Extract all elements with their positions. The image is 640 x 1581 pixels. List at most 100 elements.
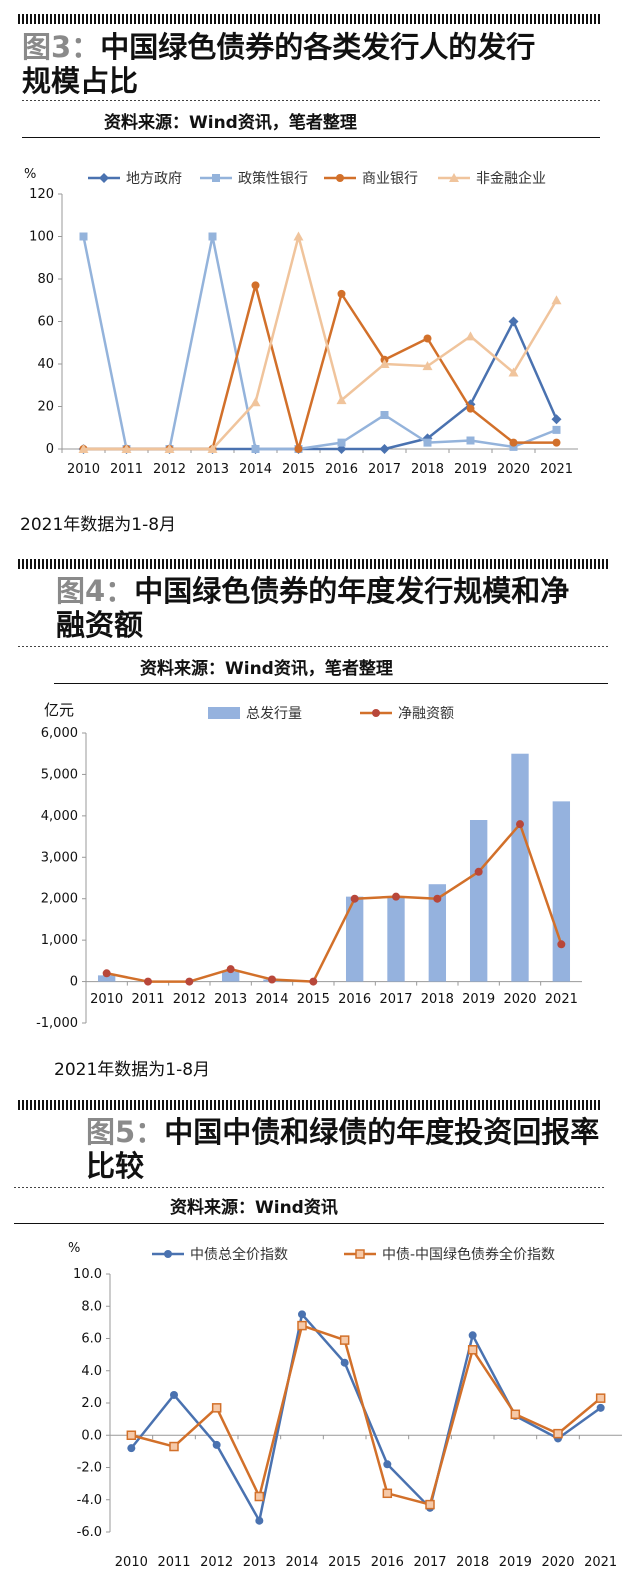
y-tick-label: 20 bbox=[37, 400, 54, 415]
data-point bbox=[170, 1390, 178, 1399]
data-point bbox=[380, 411, 389, 419]
data-point bbox=[78, 444, 89, 453]
data-point bbox=[510, 1409, 521, 1420]
x-tick-label: 2021 bbox=[584, 1555, 617, 1570]
y-tick-label: 8.0 bbox=[81, 1299, 102, 1314]
y-tick-label: 0 bbox=[70, 975, 78, 990]
legend-label: 非金融企业 bbox=[476, 170, 546, 187]
y-tick-label: 6,000 bbox=[41, 726, 78, 741]
source-text: 资料来源：Wind资讯，笔者整理 bbox=[140, 659, 393, 679]
x-tick-label: 2020 bbox=[497, 462, 530, 477]
data-point bbox=[208, 232, 217, 241]
x-tick-label: 2016 bbox=[338, 992, 371, 1007]
legend-label: 中债总全价指数 bbox=[190, 1246, 288, 1263]
data-point bbox=[185, 977, 194, 986]
chart-annual-issuance: -1,000 0 1,000 2,000 3,000 4,000 5,000 6,000 亿元 2… bbox=[36, 701, 582, 1031]
data-point bbox=[466, 436, 475, 445]
legend-label: 政策性银行 bbox=[238, 170, 308, 187]
x-tick-label: 2010 bbox=[67, 462, 100, 477]
x-tick-label: 2021 bbox=[545, 992, 578, 1007]
data-point bbox=[425, 1499, 435, 1510]
legend-label: 地方政府 bbox=[126, 171, 182, 187]
data-point bbox=[468, 1331, 477, 1340]
data-point bbox=[254, 1491, 265, 1502]
bar bbox=[221, 971, 240, 982]
x-tick-label: 2012 bbox=[200, 1555, 233, 1570]
data-point bbox=[551, 295, 562, 305]
legend-marker bbox=[372, 709, 380, 717]
x-tick-label: 2013 bbox=[196, 462, 229, 477]
data-point bbox=[212, 1440, 221, 1449]
data-point bbox=[251, 445, 260, 453]
y-tick-label: 5,000 bbox=[41, 767, 78, 782]
data-point bbox=[596, 1403, 605, 1412]
data-point bbox=[211, 1403, 222, 1413]
bar bbox=[469, 820, 488, 982]
y-tick-label: 10.0 bbox=[73, 1267, 102, 1282]
y-axis-unit: 亿元 bbox=[44, 701, 74, 719]
chart-annual-return: -6.0 -4.0 -2.0 0.0 2.0 4.0 6.0 8.0 10.0% 2010 2011… bbox=[68, 1241, 622, 1570]
y-tick-label: 60 bbox=[37, 315, 54, 330]
data-point bbox=[466, 404, 475, 413]
legend-label: 中债-中国绿色债券全价指数 bbox=[382, 1246, 555, 1263]
data-point bbox=[557, 940, 566, 949]
data-point bbox=[340, 1358, 349, 1367]
source-underline bbox=[22, 137, 600, 138]
legend-marker bbox=[355, 1249, 365, 1259]
data-point bbox=[350, 894, 359, 903]
data-point bbox=[255, 1516, 264, 1525]
figure-title: 图4：中国绿色债券的年度发行规模和净融资额 bbox=[56, 574, 586, 642]
data-point bbox=[423, 334, 432, 343]
source-text: 资料来源：Wind资讯 bbox=[170, 1198, 338, 1218]
x-tick-label: 2015 bbox=[282, 462, 315, 477]
x-tick-label: 2011 bbox=[157, 1555, 190, 1570]
y-tick-label: 6.0 bbox=[81, 1332, 102, 1347]
data-point bbox=[268, 975, 276, 984]
data-point bbox=[298, 1310, 306, 1319]
x-tick-label: 2012 bbox=[173, 992, 206, 1007]
x-tick-label: 2011 bbox=[110, 462, 143, 477]
data-note: 2021年数据为1-8月 bbox=[54, 1060, 211, 1080]
x-tick-label: 2020 bbox=[503, 992, 536, 1007]
figure-number: 图3： bbox=[22, 30, 101, 64]
y-tick-label: 0 bbox=[46, 442, 54, 457]
y-tick-label: -4.0 bbox=[77, 1493, 102, 1508]
chart-issuer-share: 0 20 40 60 80 100 120% 2010 2011 2012 2013 2014 2015… bbox=[24, 167, 578, 477]
x-tick-label: 2017 bbox=[413, 1555, 446, 1570]
data-point bbox=[552, 425, 561, 434]
data-point bbox=[127, 1444, 136, 1453]
data-point bbox=[508, 316, 519, 327]
figure-number: 图4： bbox=[56, 574, 135, 608]
data-point bbox=[465, 331, 476, 341]
data-point bbox=[474, 867, 483, 876]
figure-title-text: 中国中债和绿债的年度投资回报率比较 bbox=[86, 1115, 600, 1183]
y-tick-label: 100 bbox=[29, 230, 54, 245]
y-tick-label: 40 bbox=[37, 357, 54, 372]
bar bbox=[387, 897, 405, 982]
data-point bbox=[337, 289, 346, 298]
x-tick-label: 2013 bbox=[214, 992, 247, 1007]
legend-label: 净融资额 bbox=[398, 706, 454, 722]
x-tick-label: 2019 bbox=[454, 462, 487, 477]
x-tick-label: 2017 bbox=[368, 462, 401, 477]
x-tick-label: 2018 bbox=[411, 462, 444, 477]
data-note: 2021年数据为1-8月 bbox=[20, 515, 177, 535]
y-tick-label: -1,000 bbox=[36, 1016, 78, 1031]
title-underline bbox=[14, 1187, 604, 1188]
top-dotted-rule bbox=[18, 559, 608, 569]
series-line bbox=[131, 1324, 602, 1506]
source-underline bbox=[14, 1223, 604, 1224]
y-axis-unit: % bbox=[24, 167, 36, 182]
bar bbox=[97, 975, 116, 982]
x-tick-label: 2021 bbox=[540, 462, 573, 477]
data-point bbox=[294, 445, 303, 453]
data-point bbox=[164, 444, 175, 453]
data-point bbox=[553, 1428, 563, 1439]
data-point bbox=[423, 438, 432, 447]
data-point bbox=[297, 1320, 307, 1331]
y-tick-label: 120 bbox=[29, 187, 54, 202]
data-point bbox=[383, 1460, 392, 1469]
legend-swatch bbox=[208, 707, 240, 719]
x-tick-label: 2019 bbox=[462, 992, 495, 1007]
